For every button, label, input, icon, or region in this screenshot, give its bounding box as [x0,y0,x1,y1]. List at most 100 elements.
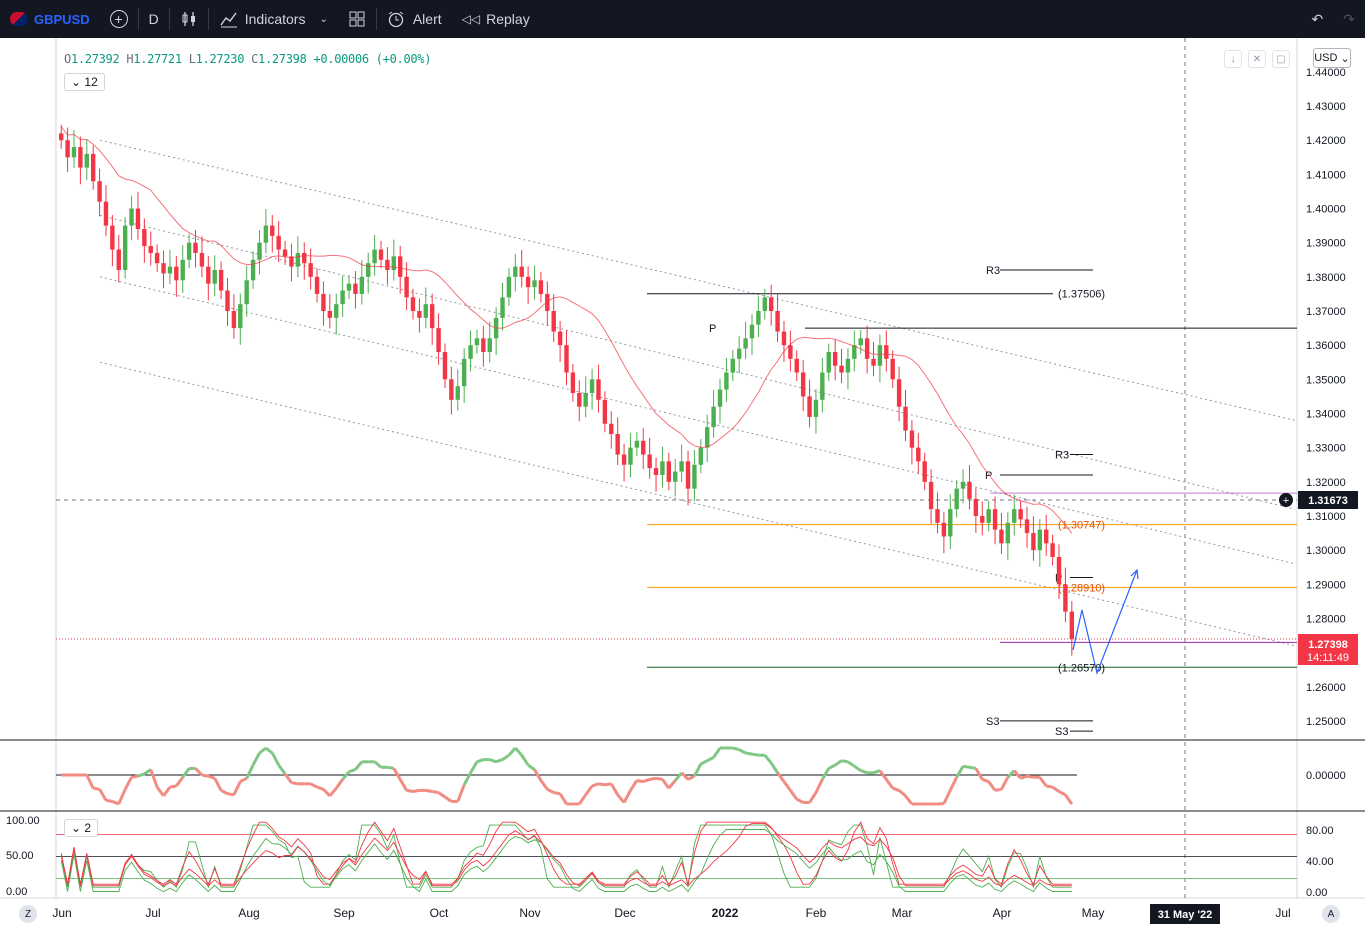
osc-line-segment [169,784,177,789]
osc-line-segment [131,774,139,779]
pivot-label: (1.28910) [1058,582,1105,594]
candle-body [321,293,326,312]
candle-body [762,297,767,312]
candle-body [442,352,448,380]
osc-line-segment [598,782,606,787]
candle-body [270,225,275,236]
chart-type-button[interactable] [170,0,208,38]
osc-line-segment [732,746,740,752]
osc-line-segment [1058,790,1067,797]
candle-body [97,181,102,202]
timezone-button[interactable]: Z [19,905,37,923]
maximize-pane-button[interactable]: ▢ [1272,50,1290,68]
time-tick: Aug [238,906,259,920]
candle-body [449,379,454,400]
candle-body [180,259,185,281]
candle-body [250,259,256,281]
candle-body [551,311,556,332]
candle-body [698,447,704,465]
candle-body [628,447,633,465]
price-tick: 1.26000 [1306,682,1346,694]
oscillator-pane-1: 0.00000 [56,746,1346,806]
osc-line-segment [769,762,779,774]
osc-line-segment [994,787,1002,792]
crosshair-add-icon[interactable] [1279,493,1293,507]
candle-body [692,464,697,489]
osc-line-segment [373,760,382,769]
currency-selector[interactable]: USD ⌄ [1313,48,1351,68]
osc-line-segment [105,798,113,803]
candle-body [794,358,799,373]
osc-line-segment [969,765,977,770]
osc-line-segment [955,765,965,778]
pivot-label: (1.26570) [1058,662,1105,674]
osc-line-segment [860,769,868,775]
symbol-search[interactable]: GBPUSD [0,0,100,38]
auto-scale-button[interactable]: A [1322,905,1340,923]
candle-body [1056,556,1062,585]
price-tick: 1.41000 [1306,169,1346,181]
candle-body [743,338,748,349]
candle-body [615,433,620,455]
chart-background [0,38,1365,929]
change-value: +0.00006 (+0.00%) [313,52,432,66]
osc-line-segment [489,758,497,764]
indicators-collapse-toggle[interactable]: ⌄ 12 [64,73,105,91]
osc-line-segment [111,800,120,806]
osc-line-segment [700,759,708,766]
osc-line-segment [444,795,453,803]
collapse-pane-button[interactable]: ✕ [1248,50,1266,68]
move-down-button[interactable]: ↓ [1224,50,1242,68]
chevron-down-icon: ⌄ [71,821,82,835]
osc-line-segment [137,772,145,778]
osc-line-segment [387,765,395,770]
candle-body [647,454,652,469]
collapsed-count: 12 [84,75,98,89]
osc-line-segment [392,767,402,781]
osc-line-segment [789,789,798,801]
osc-line-segment [828,763,836,770]
osc-line-segment [117,788,127,805]
osc-line-segment [609,783,619,796]
toolbar-divider [168,8,170,30]
osc-line-segment [853,764,862,772]
alert-button[interactable]: Alert [377,0,452,38]
osc-line-segment [898,789,907,798]
candle-body [660,461,665,475]
indicators-button[interactable]: Indicators ⌄ [209,0,338,38]
replay-button[interactable]: ◁◁ Replay [452,0,540,38]
interval-button[interactable]: D [139,0,169,38]
time-tick: Sep [333,906,355,920]
candle-body [877,345,883,366]
gbpusd-flag-icon [10,12,28,26]
undo-button[interactable]: ↶ [1302,0,1334,38]
oscillator-collapse-toggle[interactable]: ⌄ 2 [64,819,99,837]
osc2-left-tick: 0.00 [6,886,27,898]
candle-body [244,280,249,305]
candle-body [557,331,563,346]
osc-line-segment [406,788,414,793]
candle-body [429,304,435,329]
candle-body [135,208,141,230]
open-key: O [64,52,71,66]
candle-body [359,276,365,294]
candle-body [768,297,774,312]
osc-line-segment [412,788,420,793]
last-price-label-bg [1298,634,1358,665]
currency-label: USD [1314,52,1338,64]
compare-button[interactable]: + [100,0,138,38]
layouts-button[interactable] [338,0,376,38]
price-tick: 1.30000 [1306,545,1346,557]
candle-body [871,358,876,366]
price-tick: 1.37000 [1306,306,1346,318]
redo-button[interactable]: ↷ [1333,0,1365,38]
chart-canvas[interactable]: R3(1.37506)PR3P(1.30747)P(1.28910)(1.265… [0,38,1365,929]
candle-body [225,290,230,312]
osc-line-segment [655,776,663,781]
osc-line-segment [745,751,753,756]
candle-body [308,263,313,277]
candle-body [960,481,966,489]
osc-line-segment [520,754,530,766]
candle-body [807,396,812,417]
candle-body [391,256,397,271]
